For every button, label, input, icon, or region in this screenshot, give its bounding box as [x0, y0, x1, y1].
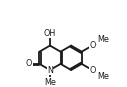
- Text: OH: OH: [44, 29, 56, 38]
- Text: Me: Me: [97, 72, 109, 81]
- Text: N: N: [47, 66, 53, 74]
- Text: Me: Me: [97, 35, 109, 44]
- Text: O: O: [89, 66, 96, 74]
- Text: O: O: [26, 59, 32, 68]
- Text: O: O: [89, 41, 96, 50]
- Text: Me: Me: [44, 78, 56, 87]
